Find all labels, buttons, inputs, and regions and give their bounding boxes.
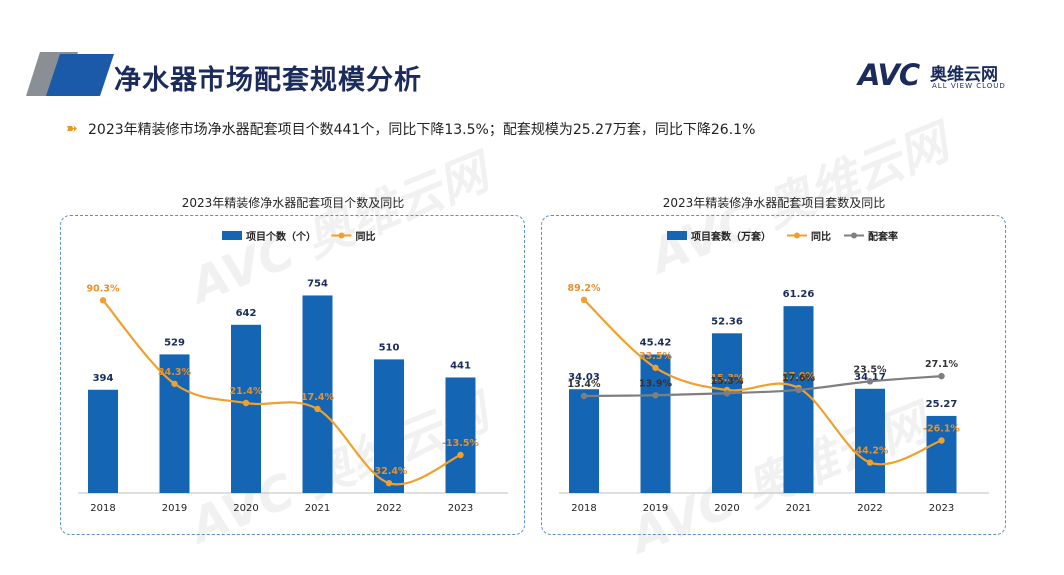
x-tick-label: 2022 [376, 503, 401, 514]
bar-value-label: 25.27 [926, 399, 958, 410]
brand-logo: AVC 奥维云网 ALL VIEW CLOUD [858, 58, 1028, 98]
growth-label: 34.3% [158, 367, 191, 378]
logo-name-cn: 奥维云网 [930, 65, 998, 85]
bar-value-label: 45.42 [640, 337, 672, 348]
x-tick-label: 2023 [929, 503, 954, 514]
bar [855, 388, 885, 493]
chart-panel-left [60, 215, 525, 535]
bar [926, 415, 957, 493]
growth-line [583, 299, 942, 466]
chart-panel-right [541, 215, 1006, 535]
bar [569, 389, 599, 493]
line-marker [457, 451, 464, 459]
legend-label: 同比 [811, 230, 831, 243]
line-marker [652, 392, 659, 399]
bar-value-label: 642 [236, 308, 257, 319]
legend-swatch-marker [338, 232, 345, 239]
line-marker [242, 399, 250, 407]
line-marker [866, 378, 874, 385]
logo-brand: AVC [858, 58, 920, 92]
bar [712, 333, 742, 493]
line-marker [866, 459, 874, 466]
bar-value-label: 34.03 [568, 372, 600, 383]
bar [88, 389, 118, 493]
rate-line [583, 375, 942, 398]
growth-label: 21.4% [230, 386, 263, 397]
legend-swatch-marker [794, 232, 800, 239]
growth-label: 33.5% [639, 351, 672, 362]
x-tick-label: 2020 [714, 503, 739, 514]
logo-name-en: ALL VIEW CLOUD [932, 82, 1006, 90]
growth-label: 17.4% [301, 392, 334, 403]
line-marker [385, 479, 393, 487]
chart-title-left: 2023年精装修净水器配套项目个数及同比 [181, 196, 405, 210]
rate-label: 23.5% [854, 364, 887, 375]
bar [374, 359, 404, 493]
chart-left: 项目个数（个） 同比 394 529 642 754 510 441 2018 2019 2020 2… [78, 230, 508, 514]
bar [445, 377, 476, 493]
line-marker [795, 386, 802, 394]
growth-label: -13.5% [442, 438, 479, 449]
line-marker [938, 437, 945, 444]
line-marker [938, 372, 945, 380]
growth-label: 15.3% [711, 373, 744, 384]
growth-label: -44.2% [852, 446, 889, 457]
bar [640, 354, 671, 493]
bar-value-label: 61.26 [783, 289, 815, 300]
line-marker [99, 297, 107, 304]
line-marker [723, 390, 731, 397]
growth-line [102, 299, 461, 486]
x-tick-label: 2023 [448, 503, 473, 514]
rate-label: 17.6% [782, 373, 815, 384]
legend-label: 配套率 [868, 230, 898, 243]
line-marker [580, 296, 588, 304]
x-tick-label: 2018 [571, 503, 596, 514]
line-marker [314, 405, 321, 413]
summary-text: 2023年精装修市场净水器配套项目个数441个，同比下降13.5%；配套规模为2… [88, 122, 756, 138]
x-tick-label: 2021 [786, 503, 811, 514]
growth-label: -26.1% [923, 424, 960, 435]
line-marker [580, 392, 588, 400]
legend-label: 项目个数（个） [246, 230, 316, 243]
bar-value-label: 34.17 [854, 372, 886, 383]
bar-value-label: 529 [164, 337, 185, 348]
legend-swatch-marker [851, 232, 857, 239]
rate-label: 15.3% [711, 376, 744, 387]
double-chevron-icon: ➽ [66, 121, 78, 137]
growth-label: -32.4% [371, 466, 408, 477]
line-marker [652, 364, 659, 371]
x-tick-label: 2021 [305, 503, 330, 514]
bar [231, 324, 261, 493]
legend-swatch-bar [222, 231, 242, 240]
growth-label: 90.3% [87, 283, 120, 294]
legend-label: 同比 [356, 230, 376, 243]
rate-label: 27.1% [925, 359, 958, 370]
x-tick-label: 2018 [90, 503, 115, 514]
bar-value-label: 52.36 [711, 316, 743, 327]
page-title: 净水器市场配套规模分析 [114, 65, 422, 96]
growth-label: 89.2% [568, 283, 601, 294]
x-tick-label: 2019 [162, 503, 187, 514]
rate-label: 13.4% [568, 379, 601, 390]
x-tick-label: 2022 [857, 503, 882, 514]
bar-value-label: 754 [307, 278, 328, 289]
bar [783, 306, 814, 493]
bar-value-label: 441 [450, 360, 471, 371]
rate-label: 13.9% [639, 378, 672, 389]
bar-value-label: 394 [93, 373, 114, 384]
line-marker [171, 380, 178, 387]
x-tick-label: 2019 [643, 503, 668, 514]
bar-value-label: 510 [379, 342, 400, 353]
chart-right: 项目套数（万套） 同比 配套率 34.03 45.42 52.36 61.26 34.17 25… [559, 230, 989, 514]
bar [159, 354, 190, 493]
legend-label: 项目套数（万套） [691, 230, 771, 243]
bar [302, 295, 333, 493]
growth-label: 17.0% [782, 371, 815, 382]
x-tick-label: 2020 [233, 503, 258, 514]
legend-swatch-bar [667, 231, 687, 240]
chart-title-right: 2023年精装修净水器配套项目套数及同比 [662, 196, 886, 210]
header-decoration [26, 52, 114, 96]
